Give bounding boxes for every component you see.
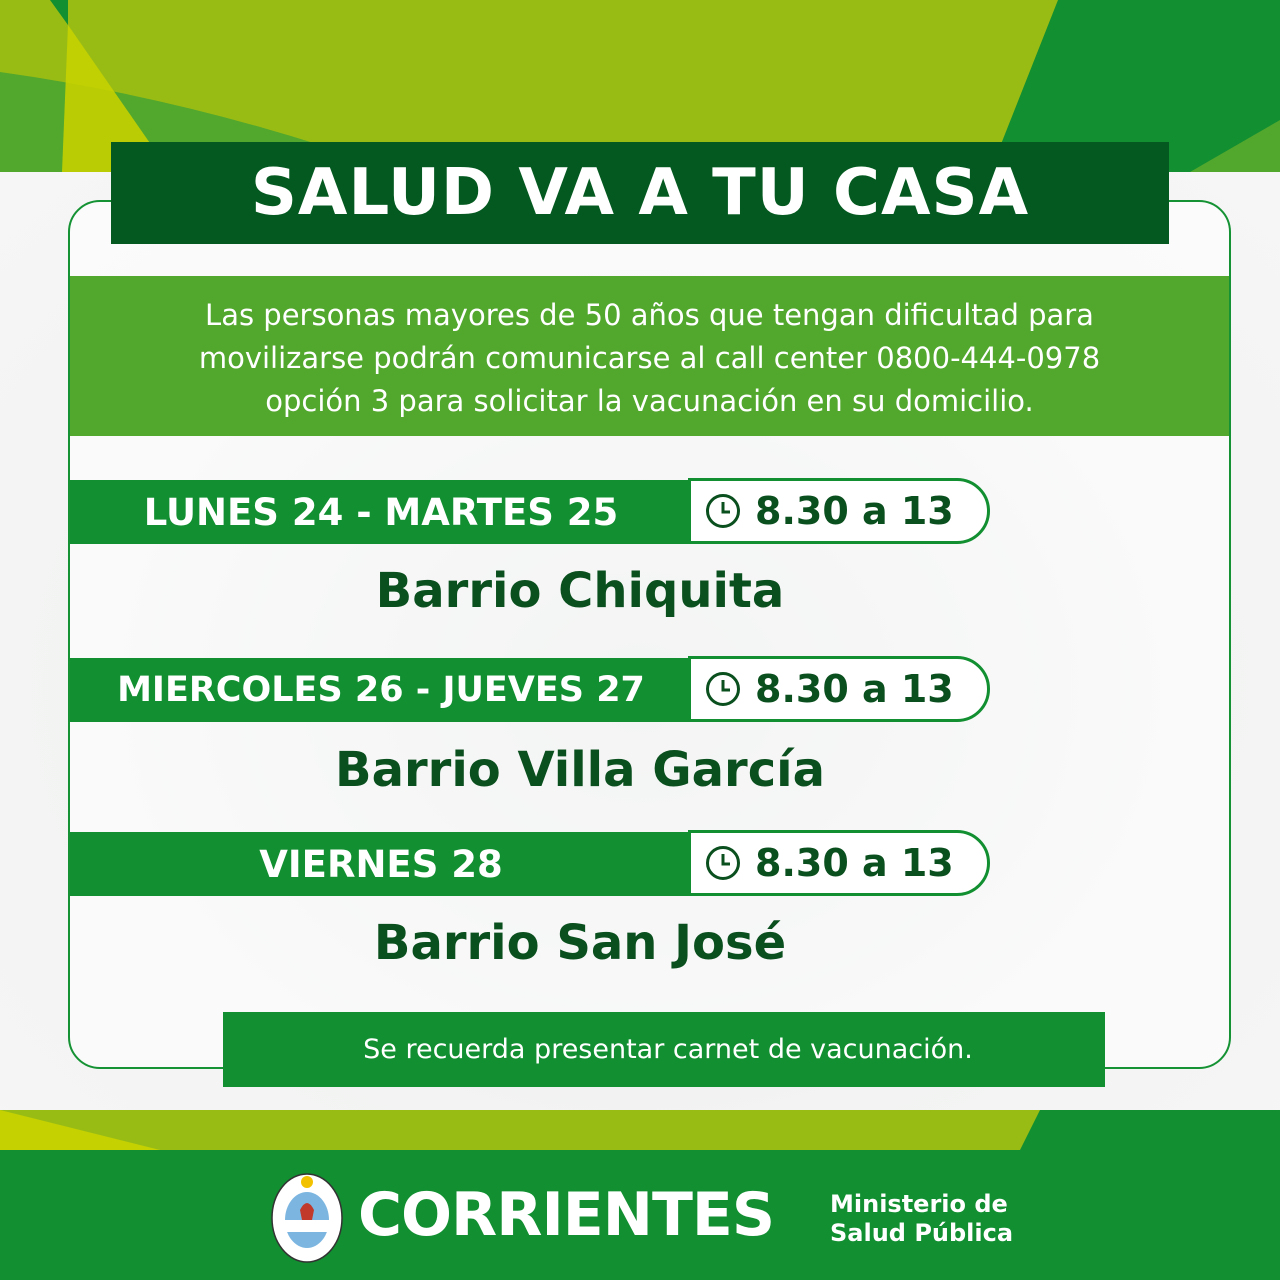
clock-icon bbox=[706, 672, 740, 706]
reminder-note: Se recuerda presentar carnet de vacunaci… bbox=[223, 1012, 1105, 1087]
time-text: 8.30 a 13 bbox=[755, 667, 954, 711]
schedule-days: VIERNES 28 bbox=[70, 832, 692, 896]
schedule-time: 8.30 a 13 bbox=[688, 656, 990, 722]
schedule-days: LUNES 24 - MARTES 25 bbox=[70, 480, 692, 544]
schedule-place: Barrio Chiquita bbox=[375, 563, 785, 619]
footer-band bbox=[0, 1110, 1280, 1280]
schedule-time: 8.30 a 13 bbox=[688, 830, 990, 896]
clock-icon bbox=[706, 494, 740, 528]
provincial-seal-logo bbox=[271, 1173, 343, 1263]
schedule-time: 8.30 a 13 bbox=[688, 478, 990, 544]
time-text: 8.30 a 13 bbox=[755, 841, 954, 885]
brand-name: CORRIENTES bbox=[358, 1180, 775, 1250]
ministry-name: Ministerio de Salud Pública bbox=[830, 1190, 1013, 1248]
info-line: Las personas mayores de 50 años que teng… bbox=[205, 298, 1094, 332]
ministry-line: Ministerio de bbox=[830, 1190, 1008, 1218]
ministry-line: Salud Pública bbox=[830, 1219, 1014, 1247]
time-text: 8.30 a 13 bbox=[755, 489, 954, 533]
schedule-place: Barrio Villa García bbox=[335, 742, 825, 798]
schedule-days: MIERCOLES 26 - JUEVES 27 bbox=[70, 658, 692, 722]
info-banner: Las personas mayores de 50 años que teng… bbox=[70, 276, 1229, 436]
clock-icon bbox=[706, 846, 740, 880]
info-line: opción 3 para solicitar la vacunación en… bbox=[265, 384, 1034, 418]
schedule-place: Barrio San José bbox=[373, 915, 787, 971]
page-title: SALUD VA A TU CASA bbox=[111, 142, 1169, 244]
info-line: movilizarse podrán comunicarse al call c… bbox=[198, 341, 1101, 375]
